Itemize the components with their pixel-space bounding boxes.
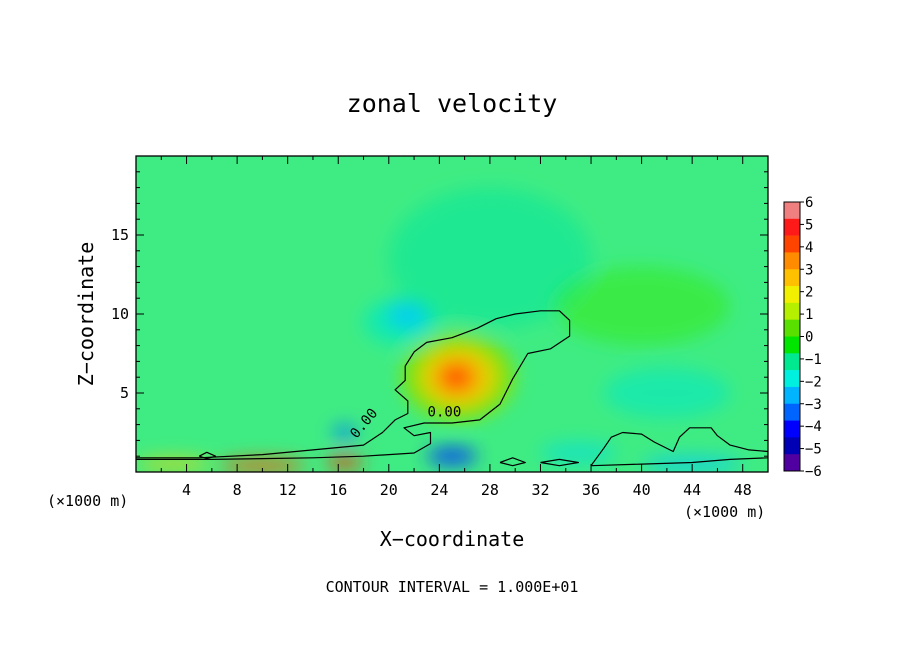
- zero-contours: [136, 310, 768, 467]
- x-tick-label: 8: [233, 481, 242, 499]
- field-feature-6: [388, 187, 592, 330]
- colorbar-swatch: [784, 454, 800, 472]
- colorbar-tick-label: 2: [805, 285, 813, 301]
- colorbar-swatch: [784, 319, 800, 337]
- colorbar: 6 5 4 3 2 1 0 −1 −2 −3 −4 −5 −6: [783, 195, 822, 480]
- colorbar-swatch: [784, 386, 800, 405]
- field-feature-11: [218, 459, 307, 472]
- x-tick-label: 40: [633, 481, 651, 499]
- y-tick-label: 10: [111, 305, 129, 323]
- colorbar-swatch: [784, 370, 800, 388]
- x-axis-label: X−coordinate: [380, 527, 525, 551]
- x-tick-label: 16: [329, 481, 347, 499]
- colorbar-swatch: [784, 286, 800, 304]
- x-tick-label: 48: [734, 481, 752, 499]
- colorbar-tick-label: −5: [805, 442, 822, 458]
- contour-label: 0.00: [428, 405, 462, 421]
- x-tick-label: 36: [582, 481, 600, 499]
- field-feature-12: [325, 456, 364, 469]
- colorbar-tick-label: 6: [805, 195, 813, 211]
- colorbar-swatch: [784, 336, 800, 354]
- x-tick-label: 4: [182, 481, 191, 499]
- colorbar-swatch: [784, 202, 800, 220]
- x-tick-label: 12: [279, 481, 297, 499]
- zero-contour-line: [590, 427, 768, 467]
- y-tick-label: 15: [111, 226, 129, 244]
- contour-interval-note: CONTOUR INTERVAL = 1.000E+01: [326, 578, 579, 596]
- y-axis-label: Z−coordinate: [74, 242, 98, 387]
- field-feature-7: [553, 266, 731, 346]
- x-tick-label: 24: [430, 481, 448, 499]
- colorbar-swatch: [784, 353, 800, 371]
- colorbar-tick-label: −6: [805, 464, 822, 480]
- colorbar-swatch: [784, 252, 800, 270]
- colorbar-swatch: [784, 403, 800, 421]
- field-feature-5: [387, 302, 428, 329]
- field-feature-9: [331, 424, 358, 441]
- colorbar-swatch: [784, 218, 800, 236]
- chart-title: zonal velocity: [347, 89, 558, 118]
- x-axis-ticks: 4 8 12 16 20 24 28 32 36 40 44 48: [160, 156, 752, 499]
- field-feature-8: [603, 367, 731, 419]
- y-tick-label: 5: [120, 384, 129, 402]
- x-tick-label: 44: [683, 481, 701, 499]
- zero-contour-line: [499, 457, 526, 467]
- field-feature-3: [443, 367, 469, 387]
- field-feature-10: [426, 446, 478, 466]
- colorbar-tick-label: 3: [805, 262, 813, 278]
- field-feature-13: [136, 457, 212, 471]
- colorbar-tick-label: 4: [805, 240, 813, 256]
- zero-contour-line: [136, 310, 571, 460]
- colorbar-tick-label: −3: [805, 397, 822, 413]
- field-features: [136, 187, 743, 472]
- x-tick-label: 28: [481, 481, 499, 499]
- colorbar-tick-label: 1: [805, 307, 813, 323]
- x-tick-label: 20: [380, 481, 398, 499]
- zero-contour-line: [540, 458, 579, 467]
- x-tick-label: 32: [531, 481, 549, 499]
- y-axis-ticks: 5 10 15: [111, 171, 768, 457]
- colorbar-tick-label: 0: [805, 330, 813, 346]
- zero-contour-line: [198, 451, 217, 460]
- plot-area: [136, 156, 768, 472]
- colorbar-tick-label: −4: [805, 419, 822, 435]
- colorbar-tick-label: 5: [805, 217, 813, 233]
- colorbar-swatch: [784, 420, 800, 438]
- colorbar-swatch: [784, 437, 800, 455]
- colorbar-tick-label: −1: [805, 352, 822, 368]
- x-unit-left: (×1000 m): [47, 492, 128, 510]
- field-feature-15: [540, 441, 617, 465]
- colorbar-swatch: [784, 269, 800, 287]
- colorbar-swatch: [784, 302, 800, 320]
- colorbar-swatch: [784, 235, 800, 253]
- colorbar-tick-label: −2: [805, 374, 822, 390]
- x-unit-right: (×1000 m): [684, 503, 765, 521]
